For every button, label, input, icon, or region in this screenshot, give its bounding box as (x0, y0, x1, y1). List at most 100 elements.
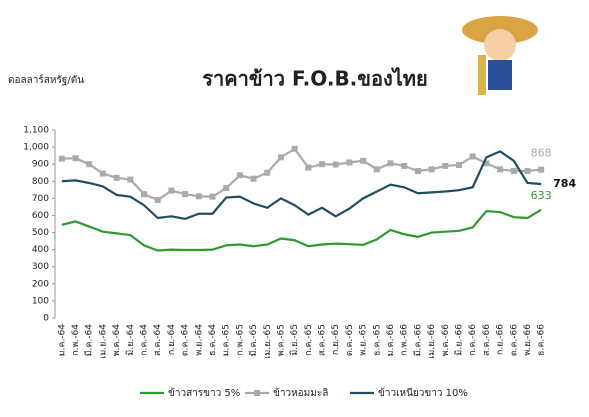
y-tick-label: 200 (32, 279, 49, 289)
y-tick-label: 600 (32, 211, 49, 221)
point-marker (346, 159, 352, 165)
legend-marker (254, 390, 260, 396)
x-tick-label: เม.ย.-64 (98, 324, 108, 359)
point-marker (388, 160, 394, 166)
x-tick-label: เม.ย.-66 (427, 324, 437, 359)
farmer-illustration (462, 16, 538, 95)
legend-item: ข้าวเหนียวขาว 10% (350, 387, 468, 399)
x-tick-label: พ.ย.-65 (359, 324, 369, 356)
x-tick-label: ก.ย.-64 (167, 324, 177, 355)
legend-label: ข้าวหอมมะลิ (273, 387, 328, 399)
y-tick-label: 700 (32, 194, 49, 204)
point-marker (196, 193, 202, 199)
point-marker (292, 146, 298, 152)
y-tick-label: 800 (32, 177, 49, 187)
point-marker (114, 175, 120, 181)
point-marker (278, 154, 284, 160)
legend-label: ข้าวเหนียวขาว 10% (378, 387, 468, 399)
y-tick-label: 1,000 (23, 143, 49, 153)
x-tick-label: ส.ค.-64 (153, 324, 163, 356)
point-marker (237, 172, 243, 178)
y-tick-label: 0 (43, 314, 49, 324)
x-tick-label: มิ.ย.-65 (289, 324, 300, 356)
x-tick-label: พ.ค.-65 (276, 324, 286, 356)
x-tick-label: ส.ค.-66 (482, 324, 492, 356)
x-tick-label: ม.ค.-64 (57, 324, 67, 357)
x-tick-label: ม.ค.-66 (386, 324, 396, 357)
x-tick-label: เม.ย.-65 (263, 324, 273, 359)
x-tick-label: ธ.ค.-66 (537, 324, 547, 356)
point-marker (73, 155, 79, 161)
x-tick-label: ต.ค.-64 (181, 324, 191, 357)
x-tick-label: ก.ค.-64 (140, 324, 150, 356)
point-marker (100, 171, 106, 177)
x-tick-label: ต.ค.-65 (345, 324, 355, 356)
point-marker (374, 166, 380, 172)
x-tick-label: พ.ย.-64 (194, 324, 204, 356)
point-marker (360, 158, 366, 164)
point-marker (305, 165, 311, 171)
point-marker (524, 168, 530, 174)
data-label: 784 (553, 177, 576, 190)
x-tick-label: มิ.ย.-64 (125, 324, 136, 356)
legend-item: ข้าวสารขาว 5% (140, 387, 240, 399)
series-line (62, 149, 541, 200)
point-marker (429, 166, 435, 172)
x-tick-label: ธ.ค.-65 (372, 324, 382, 356)
x-tick-label: พ.ย.-66 (523, 324, 533, 356)
x-tick-label: มี.ค.-66 (412, 324, 423, 357)
y-tick-label: 900 (32, 160, 49, 170)
chart: ราคาข้าว F.O.B.ของไทย ดอลลาร์สหรัฐ/ตัน 0… (0, 0, 589, 417)
point-marker (141, 191, 147, 197)
x-tick-label: มี.ค.-65 (248, 324, 259, 356)
point-marker (264, 170, 270, 176)
point-marker (333, 162, 339, 168)
legend-item: ข้าวหอมมะลิ (245, 387, 328, 399)
point-marker (86, 161, 92, 167)
x-tick-label: ม.ค.-65 (222, 324, 232, 356)
point-marker (470, 153, 476, 159)
x-tick-label: ต.ค.-66 (509, 324, 519, 357)
point-marker (319, 161, 325, 167)
data-label: 633 (531, 189, 552, 202)
x-tick-label: ก.พ.-64 (71, 324, 81, 356)
y-tick-label: 100 (32, 296, 49, 306)
point-marker (401, 163, 407, 169)
x-tick-label: ธ.ค.-64 (208, 324, 218, 356)
x-tick-label: ก.ค.-65 (304, 324, 314, 356)
chart-title: ราคาข้าว F.O.B.ของไทย (202, 67, 427, 91)
point-marker (209, 194, 215, 200)
point-marker (223, 185, 229, 191)
x-tick-label: ก.ย.-66 (496, 324, 506, 355)
x-tick-label: ส.ค.-65 (318, 324, 328, 356)
y-tick-label: 1,100 (23, 126, 49, 136)
point-marker (442, 163, 448, 169)
point-marker (182, 191, 188, 197)
y-tick-label: 400 (32, 245, 49, 255)
point-marker (415, 168, 421, 174)
point-marker (538, 167, 544, 173)
x-tick-label: มี.ค.-64 (84, 324, 95, 357)
x-tick-label: พ.ค.-66 (441, 324, 451, 357)
point-marker (168, 188, 174, 194)
point-marker (511, 168, 517, 174)
x-tick-label: พ.ค.-64 (112, 324, 122, 357)
series-line (62, 151, 541, 219)
x-tick-label: ก.ย.-65 (331, 324, 341, 355)
point-marker (251, 176, 257, 182)
point-marker (127, 177, 133, 183)
series-line (62, 210, 541, 251)
point-marker (155, 197, 161, 203)
x-tick-label: ก.พ.-66 (400, 324, 410, 356)
point-marker (59, 156, 65, 162)
x-tick-label: มิ.ย.-66 (453, 324, 464, 356)
x-tick-label: ก.ค.-66 (468, 324, 478, 356)
y-tick-label: 300 (32, 262, 49, 272)
data-label: 868 (531, 147, 552, 160)
y-axis-label: ดอลลาร์สหรัฐ/ตัน (8, 74, 84, 86)
legend-label: ข้าวสารขาว 5% (168, 387, 240, 399)
x-tick-label: ก.พ.-65 (235, 324, 245, 356)
point-marker (497, 166, 503, 172)
point-marker (456, 162, 462, 168)
y-tick-label: 500 (32, 228, 49, 238)
